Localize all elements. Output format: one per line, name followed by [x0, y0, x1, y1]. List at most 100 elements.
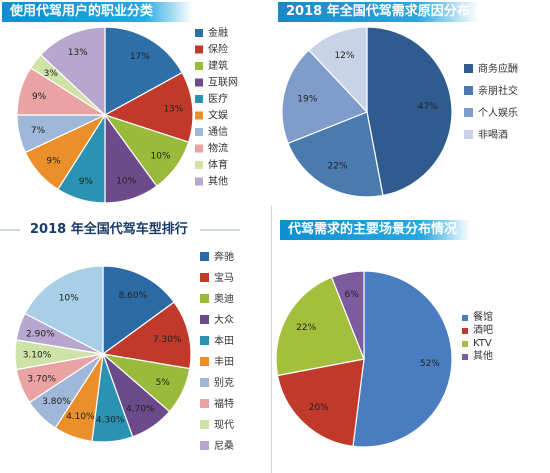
slice-label: 7.30%	[153, 335, 182, 345]
legend-swatch	[195, 177, 203, 186]
legend-swatch	[200, 273, 209, 282]
legend-swatch	[462, 354, 468, 360]
legend-label: 互联网	[208, 77, 238, 89]
chart-title-scenes: 代驾需求的主要场景分布情况	[280, 220, 470, 240]
chart-panel-scenes: 代驾需求的主要场景分布情况 52% 20% 22% 6% 餐馆 酒吧 KTV 其他	[272, 216, 550, 473]
legend-label: 现代	[214, 419, 234, 431]
legend-label: 医疗	[208, 92, 228, 105]
slice-label: 13%	[68, 48, 88, 58]
legend-swatch	[195, 161, 203, 169]
chart-title-car-models: 2018 年全国代驾车型排行	[22, 220, 222, 240]
legend-swatch	[195, 144, 203, 153]
slice-label: 10%	[151, 151, 171, 161]
legend-swatch	[195, 95, 203, 103]
legend-label: 保险	[208, 43, 228, 56]
legend-label: 本田	[214, 334, 234, 347]
pie-slice	[275, 276, 365, 377]
legend-swatch	[195, 128, 203, 136]
slice-label: 9%	[32, 92, 47, 102]
legend-label: 体育	[208, 158, 228, 171]
legend-swatch	[464, 86, 473, 95]
legend-swatch	[195, 62, 203, 70]
legend-label: 宝马	[214, 271, 234, 284]
legend-swatch	[462, 328, 468, 334]
vertical-divider	[271, 205, 272, 473]
pie-occupation: 17% 13% 10% 10% 9% 9% 7% 9% 3% 13% 金融保险建筑互联网医疗文娱通…	[16, 26, 238, 204]
slice-label: 10%	[116, 176, 136, 186]
pie-slice	[366, 26, 453, 197]
legend-label: 酒吧	[473, 324, 493, 336]
slice-label: 17%	[130, 52, 150, 62]
legend-label: 别克	[214, 377, 234, 389]
pie-slice	[330, 270, 365, 360]
chart-title-reasons: 2018 年全国代驾需求原因分布	[278, 2, 478, 22]
pie-slice	[102, 265, 175, 356]
pie-slice	[287, 111, 384, 198]
pie-slice	[104, 26, 183, 117]
slice-label: 13%	[163, 105, 183, 115]
legend-swatch	[195, 45, 203, 54]
pie-slice	[276, 358, 365, 447]
legend-label: 物流	[208, 142, 228, 155]
legend-label: 奥迪	[214, 292, 234, 305]
slice-label: 6%	[344, 290, 359, 300]
slice-label: 3.10%	[23, 351, 52, 361]
chart-panel-occupation: 使用代驾用户的职业分类 17% 13% 10% 10% 9% 9% 7% 9% 3% 13% 金融…	[0, 0, 270, 205]
slice-label: 19%	[297, 95, 317, 105]
pie-slice	[40, 26, 106, 117]
pie-slice	[307, 26, 368, 114]
chart-title-occupation: 使用代驾用户的职业分类	[2, 2, 192, 22]
legend-swatch	[464, 64, 473, 73]
slice-label: 4.30%	[96, 416, 125, 426]
slice-label: 7%	[31, 126, 46, 136]
legend-swatch	[200, 378, 209, 387]
legend-label: 其他	[473, 349, 493, 362]
legend-label: 丰田	[214, 355, 234, 368]
legend-swatch	[195, 111, 203, 120]
slice-label: 9%	[79, 177, 94, 187]
legend-label: 通信	[208, 126, 228, 138]
legend-swatch	[200, 441, 209, 450]
legend-swatch	[200, 357, 209, 366]
slice-label: 3.70%	[27, 374, 56, 384]
legend-swatch	[462, 341, 468, 347]
slice-label: 8.60%	[119, 291, 148, 301]
slice-label: 12%	[334, 51, 354, 61]
chart-panel-car-models: 2018 年全国代驾车型排行 8.60% 7.30% 5% 4.70% 4.30% 4.1…	[0, 216, 270, 473]
legend-label: 其他	[208, 175, 228, 188]
legend-label: 大众	[214, 313, 234, 326]
pie-car-models: 8.60% 7.30% 5% 4.70%4.30%4.10% 3.80% 3.70% 3.1…	[0, 229, 240, 452]
slice-label: 52%	[420, 359, 440, 369]
slice-label: 20%	[309, 403, 329, 413]
pie-slice	[352, 270, 453, 448]
legend-swatch	[200, 336, 209, 345]
legend-swatch	[200, 420, 209, 429]
legend-label: 亲朋社交	[478, 84, 518, 97]
legend-label: KTV	[473, 338, 492, 349]
legend-label: 金融	[208, 26, 228, 39]
legend-swatch	[200, 399, 209, 408]
legend-swatch	[195, 78, 203, 87]
legend-label: 餐馆	[473, 310, 493, 323]
slice-label: 22%	[328, 162, 348, 172]
legend-label: 文娱	[208, 109, 228, 122]
legend-swatch	[462, 315, 468, 321]
legend-label: 福特	[214, 397, 234, 410]
chart-panel-reasons: 2018 年全国代驾需求原因分布 47% 22% 19% 12% 商务应酬 亲朋社交 个人…	[272, 0, 550, 205]
legend-label: 奔驰	[214, 250, 234, 263]
slice-label: 10%	[59, 294, 79, 304]
slice-label: 2.90%	[26, 329, 55, 339]
slice-label: 3%	[44, 69, 59, 79]
pie-slice	[103, 71, 194, 143]
pie-slice	[281, 49, 369, 145]
legend-label: 非喝酒	[478, 129, 508, 141]
legend-swatch	[200, 252, 209, 261]
slice-label: 9%	[46, 156, 61, 166]
legend-swatch	[200, 294, 209, 303]
legend-swatch	[195, 29, 203, 37]
legend-label: 商务应酬	[478, 62, 518, 75]
legend-label: 个人娱乐	[478, 106, 518, 119]
slice-label: 22%	[296, 323, 316, 333]
